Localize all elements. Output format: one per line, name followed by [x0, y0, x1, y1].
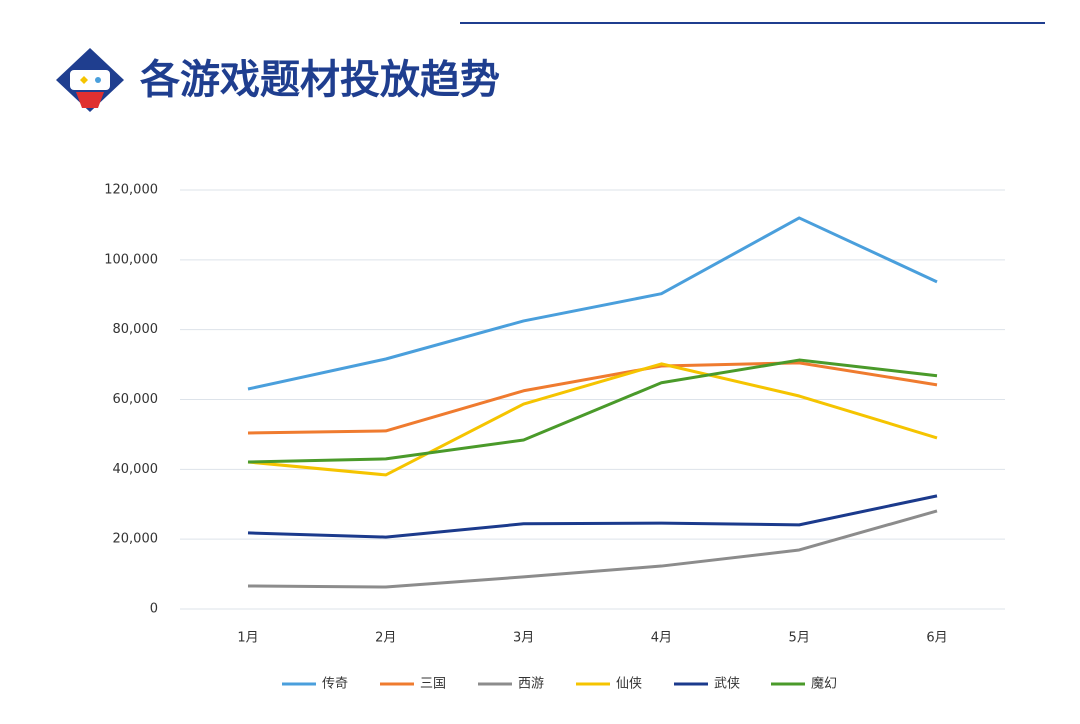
series-line: [247, 362, 938, 477]
legend-label: 三国: [420, 677, 446, 692]
series-line: [247, 361, 938, 435]
y-tick-label: 60,000: [113, 392, 159, 407]
series-line: [247, 494, 938, 539]
y-tick-label: 20,000: [113, 532, 159, 547]
legend-label: 武侠: [714, 677, 740, 692]
legend-label: 仙侠: [616, 677, 642, 692]
series-line: [247, 509, 938, 589]
y-tick-label: 0: [150, 602, 158, 617]
logo: [56, 48, 124, 112]
x-tick-label: 6月: [926, 631, 947, 646]
x-tick-label: 5月: [789, 631, 810, 646]
legend-label: 魔幻: [811, 677, 837, 692]
chart-title: 各游戏题材投放趋势: [140, 57, 500, 103]
x-tick-label: 2月: [375, 631, 396, 646]
x-tick-label: 1月: [237, 631, 258, 646]
x-tick-label: 3月: [513, 631, 534, 646]
y-tick-label: 80,000: [113, 322, 159, 337]
y-tick-label: 120,000: [104, 183, 158, 198]
series-line: [247, 358, 938, 464]
y-tick-label: 100,000: [104, 252, 158, 267]
series-line: [247, 216, 938, 391]
legend-label: 传奇: [322, 676, 348, 692]
legend-label: 西游: [518, 677, 544, 692]
y-tick-label: 40,000: [113, 462, 159, 477]
x-tick-label: 4月: [651, 631, 672, 646]
